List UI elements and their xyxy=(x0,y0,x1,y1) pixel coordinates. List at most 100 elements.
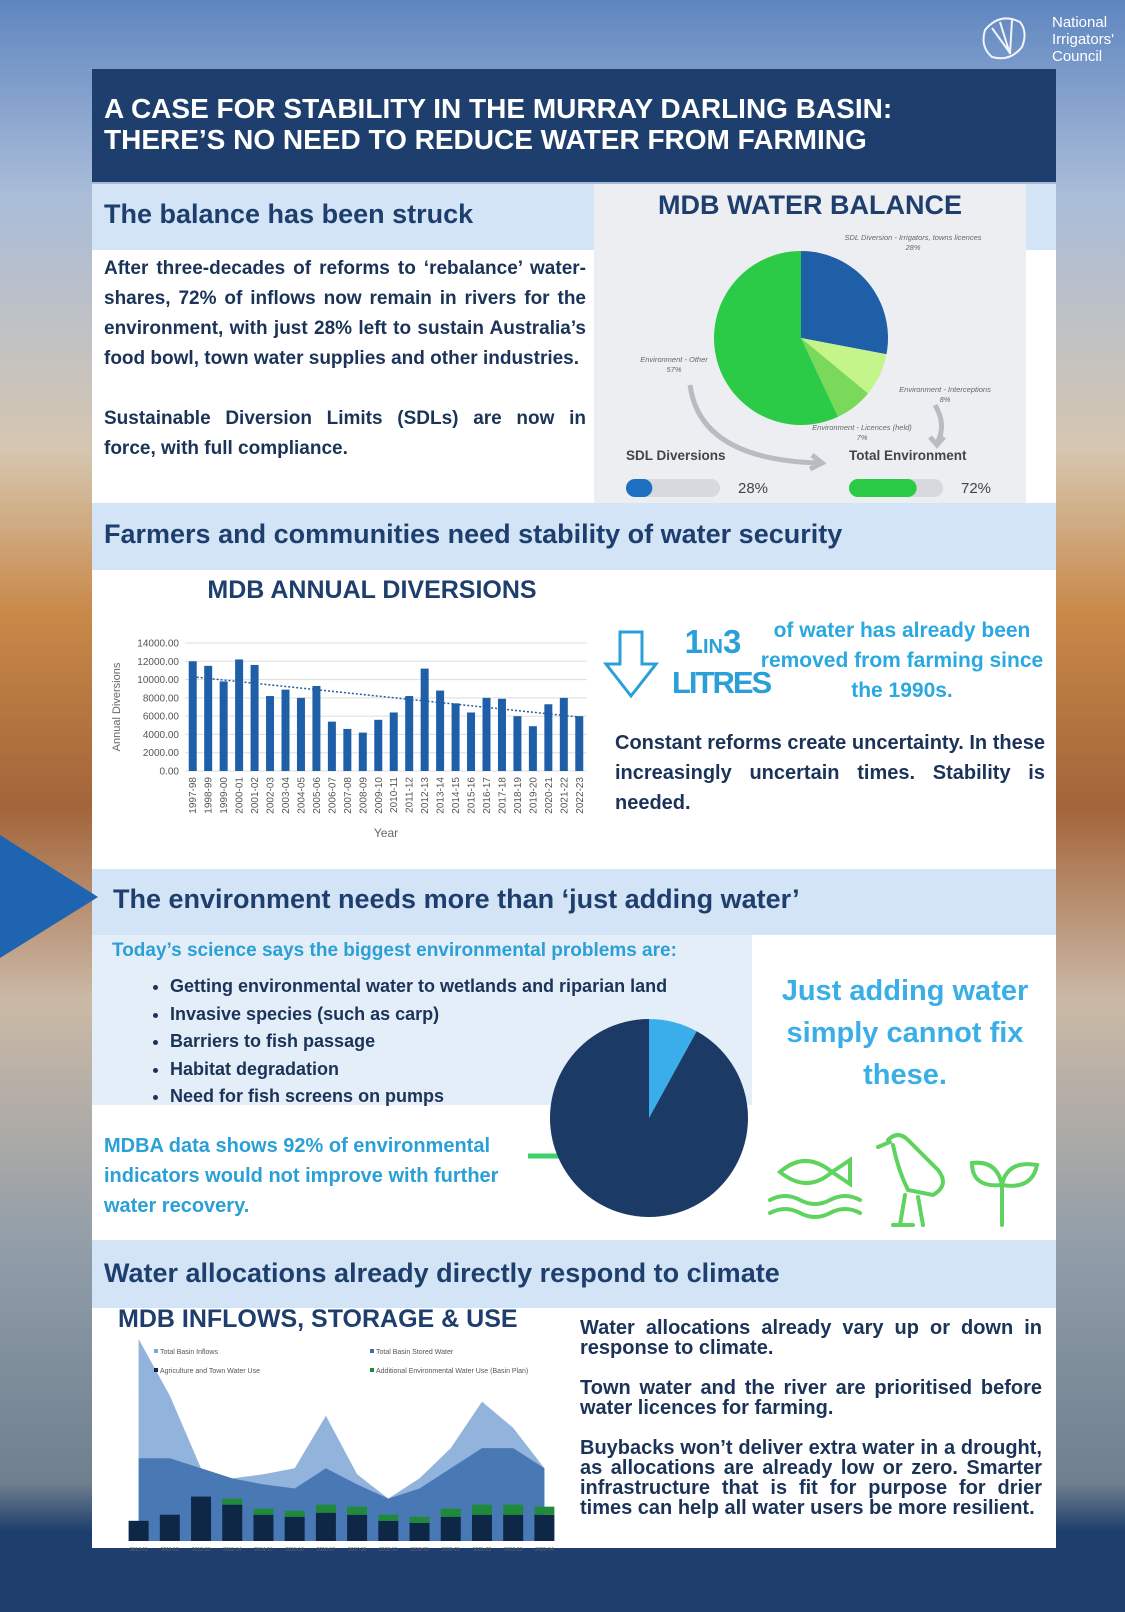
chart-title: MDB WATER BALANCE xyxy=(658,190,962,220)
logo-text: National Irrigators' Council xyxy=(1052,14,1114,65)
bar xyxy=(222,1505,242,1541)
bar xyxy=(410,1517,430,1523)
logo-line: National xyxy=(1052,14,1114,31)
bar xyxy=(347,1507,367,1515)
x-tick-label: 2019-20 xyxy=(528,777,539,814)
x-tick-label: 2011-12 xyxy=(161,1547,179,1553)
y-tick-label: 2000.00 xyxy=(143,748,180,759)
bar xyxy=(312,686,320,771)
progress-value: 72% xyxy=(961,480,991,497)
bar xyxy=(204,666,212,771)
bar xyxy=(316,1505,336,1513)
bar xyxy=(513,716,521,771)
slice-label: Environment - Licences (held) xyxy=(812,423,912,432)
bar xyxy=(235,659,243,771)
chart-title: MDB ANNUAL DIVERSIONS xyxy=(207,576,536,604)
logo-line: Council xyxy=(1052,48,1114,65)
bar xyxy=(253,1509,273,1515)
legend-label: Agriculture and Town Water Use xyxy=(160,1368,260,1375)
progress-bar xyxy=(849,479,917,497)
section-heading: Water allocations already directly respo… xyxy=(104,1258,780,1289)
x-tick-label: 2011-12 xyxy=(405,777,416,813)
callout-text: of water has already been removed from f… xyxy=(758,616,1046,706)
problems-intro: Today’s science says the biggest environ… xyxy=(112,940,677,962)
section-heading: Farmers and communities need stability o… xyxy=(104,519,842,550)
section-heading: The environment needs more than ‘just ad… xyxy=(113,884,800,915)
chart-title: MDB INFLOWS, STORAGE & USE xyxy=(118,1305,518,1333)
slice-label: Environment - Interceptions xyxy=(899,385,991,394)
bar xyxy=(374,720,382,771)
bar xyxy=(534,1507,554,1515)
ratio-part: 3 xyxy=(723,623,741,660)
x-tick-label: 2007-08 xyxy=(343,777,354,814)
callout-text: Just adding water simply cannot fix thes… xyxy=(765,970,1045,1096)
problem-item: Need for fish screens on pumps xyxy=(170,1083,667,1111)
x-tick-label: 2018-19 xyxy=(513,777,524,814)
bar xyxy=(129,1521,149,1541)
bar xyxy=(452,703,460,771)
paragraph: Town water and the river are prioritised… xyxy=(580,1378,1042,1418)
slice-label: Environment - Other xyxy=(640,355,708,364)
page-title: A CASE FOR STABILITY IN THE MURRAY DARLI… xyxy=(104,93,892,155)
y-tick-label: 4000.00 xyxy=(143,730,180,741)
bar xyxy=(285,1517,305,1541)
slice-value: 8% xyxy=(940,395,951,404)
x-tick-label: 2021-22 xyxy=(473,1547,492,1553)
bar xyxy=(316,1513,336,1541)
x-tick-label: 2013-14 xyxy=(436,777,447,814)
bar xyxy=(297,698,305,771)
bar xyxy=(251,665,259,771)
x-tick-label: 2010-11 xyxy=(389,777,400,813)
bar xyxy=(347,1515,367,1541)
problem-item: Barriers to fish passage xyxy=(170,1028,667,1056)
x-tick-label: 1997-98 xyxy=(188,777,199,814)
problem-item: Habitat degradation xyxy=(170,1056,667,1084)
logo-mark xyxy=(984,18,1025,58)
paragraph: Sustainable Diversion Limits (SDLs) are … xyxy=(104,404,586,464)
bar xyxy=(343,729,351,771)
x-tick-label: 2017-18 xyxy=(497,777,508,814)
x-tick-label: 2016-17 xyxy=(482,777,493,814)
problem-item: Getting environmental water to wetlands … xyxy=(170,973,667,1001)
x-axis-title: Year xyxy=(374,826,398,840)
legend-swatch xyxy=(154,1349,158,1353)
bar xyxy=(378,1521,398,1541)
bar xyxy=(534,1515,554,1541)
bar xyxy=(441,1509,461,1517)
ratio-callout: 1IN3 LITRES xyxy=(672,624,754,701)
x-tick-label: 2010-11 xyxy=(130,1547,148,1553)
pie-slice xyxy=(801,251,888,354)
progress-label: Total Environment xyxy=(849,448,967,463)
ratio-part: 1 xyxy=(685,623,703,660)
title-line: A CASE FOR STABILITY IN THE MURRAY DARLI… xyxy=(104,93,892,124)
x-tick-label: 2014-15 xyxy=(254,1547,273,1553)
ratio-unit: LITRES xyxy=(672,665,754,701)
bar xyxy=(222,1499,242,1505)
slice-label: SDL Diversion - Irrigators, towns licenc… xyxy=(845,233,982,242)
ratio-part: IN xyxy=(703,636,723,658)
slice-value: 57% xyxy=(666,365,681,374)
x-tick-label: 2012-13 xyxy=(420,777,431,814)
y-tick-label: 14000.00 xyxy=(137,639,179,650)
x-tick-label: 2020-21 xyxy=(442,1547,461,1553)
x-tick-label: 2014-15 xyxy=(451,777,462,814)
bar xyxy=(191,1497,211,1541)
y-tick-label: 0.00 xyxy=(160,767,180,778)
logo-line: Irrigators' xyxy=(1052,31,1114,48)
bar xyxy=(253,1515,273,1541)
x-tick-label: 1999-00 xyxy=(219,777,230,814)
section-heading: The balance has been struck xyxy=(104,199,473,230)
legend-swatch xyxy=(370,1368,374,1372)
y-tick-label: 12000.00 xyxy=(137,657,179,668)
y-tick-label: 6000.00 xyxy=(143,712,180,723)
legend-swatch xyxy=(154,1368,158,1372)
problem-item: Invasive species (such as carp) xyxy=(170,1001,667,1029)
paragraph: Water allocations already vary up or dow… xyxy=(580,1318,1042,1358)
problem-list: Getting environmental water to wetlands … xyxy=(140,973,667,1111)
x-tick-label: 2002-03 xyxy=(266,777,277,814)
x-tick-label: 2018-19 xyxy=(379,1547,398,1553)
y-tick-label: 8000.00 xyxy=(143,693,180,704)
x-tick-label: 2023-24 xyxy=(535,1547,554,1553)
bar xyxy=(421,669,429,771)
bar xyxy=(472,1515,492,1541)
